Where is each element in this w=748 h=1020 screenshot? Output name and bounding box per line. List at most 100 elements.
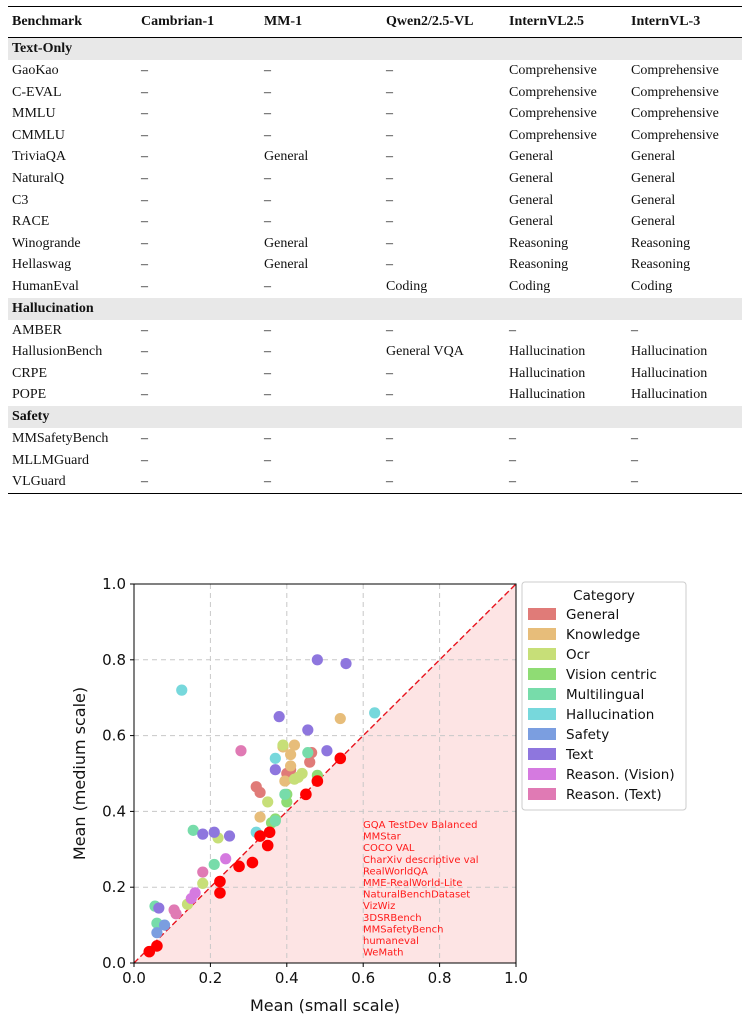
table-body: Text-Only GaoKao – – – Comprehensive Comprehen… (8, 37, 742, 494)
table-cell: – (141, 278, 148, 294)
benchmark-name-cell: AMBER (12, 322, 62, 338)
highlight-label: COCO VAL (363, 843, 415, 854)
table-row: C3 – – – General General (8, 190, 742, 212)
legend: Category General Knowledge Ocr Vision centri… (521, 581, 687, 811)
table-row: Winogrande – General – Reasoning Reasoning (8, 233, 742, 255)
data-point (197, 866, 209, 878)
legend-label: General (566, 607, 619, 623)
table-cell: Coding (631, 278, 673, 294)
table-cell: – (141, 127, 148, 143)
table-cell: – (264, 365, 271, 381)
highlight-label: CharXiv descriptive val (363, 855, 479, 866)
benchmark-table: Benchmark Cambrian-1 MM-1 Qwen2/2.5-VL Inter… (8, 6, 742, 494)
data-point (197, 828, 209, 840)
benchmark-name-cell: NaturalQ (12, 170, 65, 186)
table-cell: – (264, 278, 271, 294)
data-point (269, 764, 281, 776)
table-cell: – (386, 214, 393, 230)
table-cell: Reasoning (631, 235, 691, 251)
data-point (279, 775, 291, 787)
table-cell: – (264, 170, 271, 186)
table-cell: – (264, 63, 271, 78)
table-cell: Hallucination (631, 344, 708, 360)
highlight-point (261, 839, 274, 852)
column-header: InternVL2.5 (509, 6, 631, 38)
data-point (208, 826, 220, 838)
table-row: NaturalQ – – – General General (8, 168, 742, 190)
data-point (321, 745, 333, 757)
legend-label: Reason. (Text) (566, 787, 662, 803)
table-cell: Reasoning (631, 257, 691, 273)
table-cell: – (264, 192, 271, 208)
table-cell: – (386, 106, 393, 122)
table-cell: – (141, 430, 148, 446)
table-cell: Comprehensive (631, 63, 719, 78)
table-cell: General (509, 214, 554, 230)
table-cell: Comprehensive (509, 63, 597, 78)
y-tick-label: 1.0 (102, 575, 126, 593)
section-row: Hallucination (8, 297, 742, 320)
data-point (279, 788, 291, 800)
data-point (176, 684, 188, 696)
y-tick-label: 0.0 (102, 954, 126, 972)
table-cell: – (386, 84, 393, 100)
data-point (304, 756, 316, 768)
table-row: CMMLU – – – Comprehensive Comprehensive (8, 125, 742, 147)
table-cell: Hallucination (509, 387, 586, 403)
data-point (340, 657, 352, 670)
x-axis-label: Mean (small scale) (250, 996, 400, 1015)
column-header: InternVL-3 (631, 6, 742, 38)
legend-swatch (528, 648, 556, 660)
data-point (269, 752, 281, 764)
table-row: HallusionBench – – General VQA Hallucination… (8, 341, 742, 363)
legend-swatch (528, 628, 556, 640)
table-cell: – (509, 430, 516, 446)
table-row: MMSafetyBench – – – – – (8, 428, 742, 450)
table-cell: General (264, 257, 309, 273)
table-cell: General (631, 170, 676, 186)
column-header: Cambrian-1 (141, 6, 264, 38)
legend-label: Hallucination (566, 707, 654, 723)
legend-swatch (528, 768, 556, 780)
table-cell: – (264, 106, 271, 122)
table-cell: General (631, 149, 676, 165)
highlight-label: NaturalBenchDataset (363, 890, 470, 901)
data-point (277, 739, 289, 751)
x-tick-label: 0.0 (122, 969, 146, 987)
table-cell: – (264, 471, 386, 494)
benchmark-name-cell: MMSafetyBench (12, 430, 109, 446)
table-cell: – (631, 430, 638, 446)
x-tick-label: 0.4 (275, 969, 299, 987)
table-cell: General (264, 235, 309, 251)
highlight-point (300, 788, 312, 801)
benchmark-name-cell: Hellaswag (12, 257, 72, 273)
table-row: Hellaswag – General – Reasoning Reasoning (8, 254, 742, 276)
data-point (334, 712, 346, 725)
data-point (254, 811, 266, 823)
table-cell: Coding (509, 278, 551, 294)
section-row: Safety (8, 405, 742, 428)
highlight-label: WeMath (363, 948, 403, 959)
legend-swatch (528, 608, 556, 620)
x-tick-label: 0.8 (428, 969, 452, 987)
data-point (151, 927, 163, 939)
table-cell: – (509, 452, 516, 468)
legend-label: Text (565, 747, 593, 763)
benchmark-name-cell: VLGuard (8, 471, 141, 494)
data-point (288, 739, 301, 751)
table-row: RACE – – – General General (8, 211, 742, 233)
table-cell: Comprehensive (509, 84, 597, 100)
benchmark-name-cell: MLLMGuard (12, 452, 89, 468)
highlight-point (254, 830, 266, 842)
table-cell: – (141, 214, 148, 230)
legend-label: Reason. (Vision) (566, 767, 675, 783)
legend-swatch (528, 688, 556, 700)
x-tick-label: 0.2 (198, 969, 222, 987)
table-cell: General (509, 192, 554, 208)
table-cell: Reasoning (509, 235, 569, 251)
table-cell: Hallucination (631, 365, 708, 381)
highlight-point (214, 875, 226, 888)
benchmark-name-cell: MMLU (12, 106, 56, 122)
data-point (197, 877, 209, 890)
